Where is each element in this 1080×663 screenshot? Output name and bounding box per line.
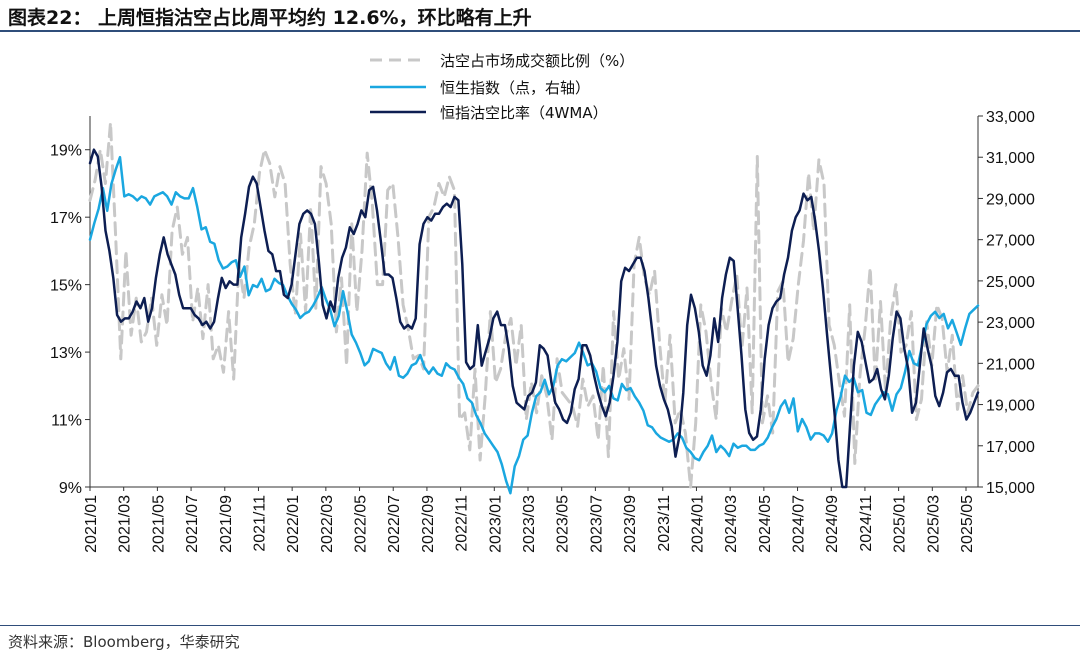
title-divider [0,30,1080,32]
x-tick-label: 2025/01 [892,495,909,553]
right-tick-label: 27,000 [986,233,1035,250]
footer-divider [0,625,1080,626]
right-tick-label: 33,000 [986,109,1035,126]
legend-label: 恒指沽空比率（4WMA） [440,104,608,122]
x-tick-label: 2022/09 [420,495,437,553]
x-tick-label: 2023/01 [487,495,504,553]
title-bar: 图表22： 上周恒指沽空占比周平均约 12.6%，环比略有上升 [0,0,1080,30]
right-tick-label: 19,000 [986,398,1035,415]
x-tick-label: 2023/05 [555,495,572,553]
x-tick-label: 2022/03 [319,495,336,553]
x-tick-label: 2021/11 [251,495,268,552]
x-tick-label: 2022/11 [454,495,471,552]
right-tick-label: 29,000 [986,191,1035,208]
x-tick-label: 2022/01 [285,495,302,553]
x-tick-label: 2021/01 [83,495,100,553]
right-tick-label: 25,000 [986,274,1035,291]
series-4wma-line [88,148,980,489]
right-tick-label: 23,000 [986,315,1035,332]
x-tick-label: 2021/07 [184,495,201,553]
x-tick-label: 2023/09 [622,495,639,553]
x-tick-label: 2024/07 [791,495,808,553]
left-tick-label: 15% [50,278,82,295]
right-tick-label: 17,000 [986,439,1035,456]
left-tick-label: 19% [50,143,82,160]
line-chart: 9% 11% 13% 15% 17% 19% 15,000 17,000 19,000 21,00… [50,52,1035,553]
right-tick-label: 15,000 [986,480,1035,497]
x-tick-label: 2025/03 [925,495,942,553]
x-tick-label: 2023/11 [656,495,673,552]
legend-label: 沽空占市场成交额比例（%） [440,52,634,70]
chart-legend: 沽空占市场成交额比例（%） 恒生指数（点，右轴） 恒指沽空比率（4WMA） [370,52,634,122]
x-tick-label: 2021/09 [218,495,235,553]
x-tick-label: 2024/01 [689,495,706,553]
x-tick-label: 2023/03 [521,495,538,553]
left-tick-label: 13% [50,345,82,362]
left-tick-label: 9% [59,480,82,497]
right-tick-label: 21,000 [986,356,1035,373]
x-tick-label: 2024/11 [858,495,875,552]
chart-series [88,121,980,495]
x-tick-label: 2025/05 [959,495,976,553]
left-tick-label: 17% [50,210,82,227]
x-tick-label: 2022/07 [386,495,403,553]
x-tick-label: 2024/05 [757,495,774,553]
x-tick-label: 2021/03 [117,495,134,553]
x-tick-label: 2024/03 [723,495,740,553]
x-tick-label: 2024/09 [824,495,841,553]
series-short-ratio-line [88,121,980,489]
x-tick-label: 2023/07 [588,495,605,553]
x-tick-label: 2022/05 [353,495,370,553]
legend-label: 恒生指数（点，右轴） [440,79,590,97]
chart-axes: 9% 11% 13% 15% 17% 19% 15,000 17,000 19,000 21,00… [50,109,1035,553]
x-tick-label: 2021/05 [150,495,167,553]
left-tick-label: 11% [51,413,82,430]
chart-title: 图表22： 上周恒指沽空占比周平均约 12.6%，环比略有上升 [8,7,532,29]
source-note: 资料来源：Bloomberg，华泰研究 [8,633,240,651]
right-tick-label: 31,000 [986,150,1035,167]
series-hsi-line [88,155,980,495]
